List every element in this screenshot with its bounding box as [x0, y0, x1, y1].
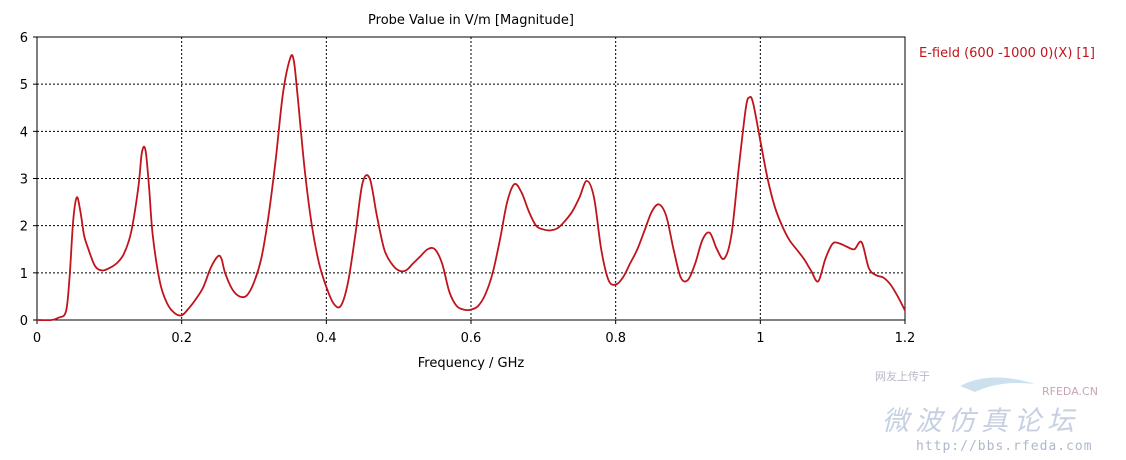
x-tick-label-4: 0.8 — [605, 331, 626, 346]
y-tick-label-1: 1 — [20, 267, 28, 282]
x-axis-label: Frequency / GHz — [418, 356, 525, 371]
x-tick-label-0: 0 — [33, 331, 41, 346]
chart-title: Probe Value in V/m [Magnitude] — [368, 13, 574, 28]
watermark: 网友上传于 RFEDA.CN 微波仿真论坛 http://bbs.rfeda.c… — [875, 369, 1098, 454]
x-tick-label-3: 0.6 — [461, 331, 482, 346]
x-axis-ticks: 0 0.2 0.4 0.6 0.8 1 1.2 — [33, 320, 915, 346]
x-tick-label-2: 0.4 — [316, 331, 337, 346]
x-tick-label-1: 0.2 — [171, 331, 192, 346]
y-tick-label-4: 4 — [20, 125, 28, 140]
y-tick-label-3: 3 — [20, 173, 28, 188]
watermark-top-line: 网友上传于 — [875, 369, 930, 383]
grid-lines — [37, 37, 905, 320]
watermark-url: http://bbs.rfeda.com — [916, 439, 1093, 454]
y-tick-label-0: 0 — [20, 314, 28, 329]
watermark-brand: RFEDA.CN — [1042, 385, 1098, 398]
series-group — [36, 54, 906, 322]
legend-entry: E-field (600 -1000 0)(X) [1] — [919, 46, 1095, 61]
y-tick-label-6: 6 — [20, 31, 28, 46]
watermark-big-text: 微波仿真论坛 — [882, 406, 1080, 437]
bird-logo-icon — [960, 377, 1035, 392]
x-tick-label-6: 1.2 — [895, 331, 916, 346]
y-tick-label-5: 5 — [20, 78, 28, 93]
x-tick-label-5: 1 — [756, 331, 764, 346]
series-line-0 — [36, 54, 906, 322]
y-axis-ticks: 0 1 2 3 4 5 6 — [20, 31, 37, 329]
y-tick-label-2: 2 — [20, 220, 28, 235]
